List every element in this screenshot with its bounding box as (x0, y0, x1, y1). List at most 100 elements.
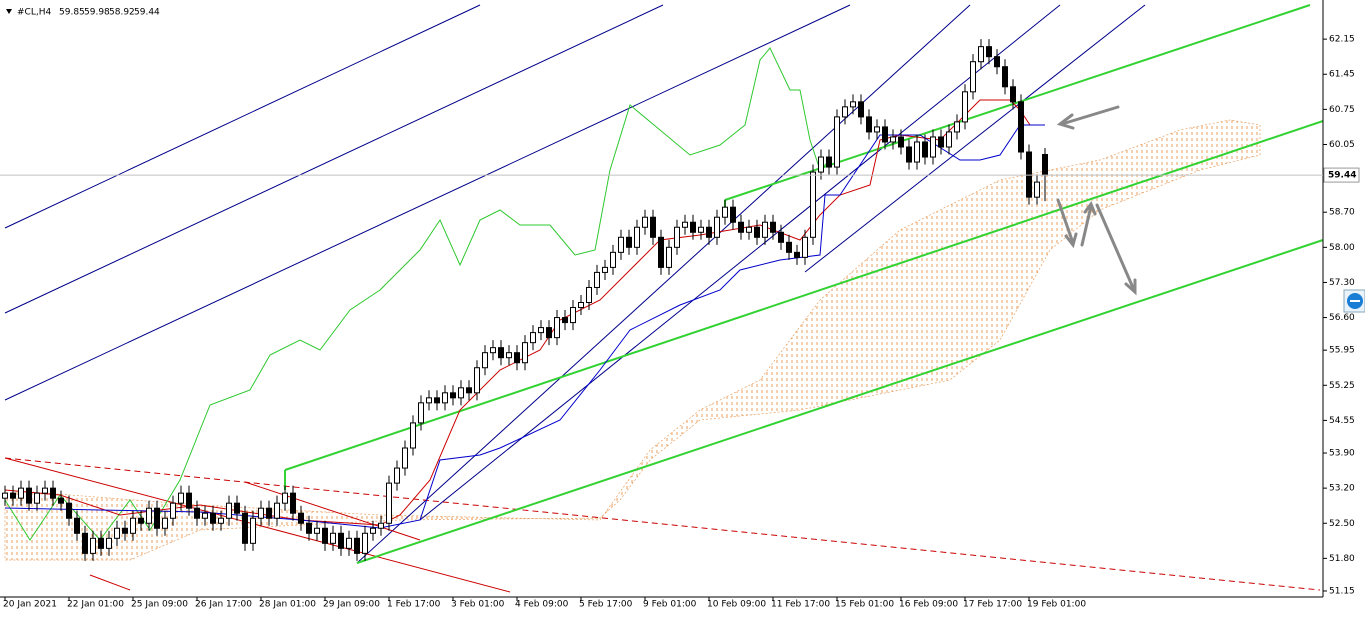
x-tick-label: 9 Feb 01:00 (643, 600, 697, 610)
candle-body (234, 502, 240, 514)
candle-body (1042, 154, 1048, 176)
x-tick-label: 4 Feb 09:00 (515, 600, 569, 610)
y-tick-label: 55.95 (1329, 346, 1355, 356)
candle-body (802, 236, 808, 258)
candle-body (210, 512, 216, 524)
x-tick-label: 10 Feb 09:00 (707, 600, 766, 610)
candle-body (826, 156, 832, 168)
candle-body (466, 387, 472, 394)
candle-body (978, 46, 984, 63)
candle-body (10, 492, 16, 499)
ohlc-open: 59.85 (59, 8, 85, 18)
candle-body (842, 106, 848, 118)
x-tick-label: 15 Feb 01:00 (835, 600, 894, 610)
candle-body (482, 352, 488, 369)
candle-body (642, 216, 648, 228)
candle-body (82, 532, 88, 554)
candle-body (770, 221, 776, 233)
candle-body (50, 487, 56, 499)
candle-body (906, 146, 912, 163)
candle-body (114, 527, 120, 539)
candle-body (594, 271, 600, 288)
candle-body (266, 507, 272, 519)
candle-body (546, 327, 552, 339)
y-tick-label: 54.55 (1329, 416, 1355, 426)
candle-body (378, 522, 384, 529)
candle-body (290, 492, 296, 514)
candle-body (122, 527, 128, 534)
price-box (1323, 167, 1360, 183)
candle-body (882, 126, 888, 143)
ohlc-close: 59.44 (134, 8, 160, 18)
candle-body (42, 487, 48, 494)
y-tick-label: 53.90 (1329, 449, 1355, 459)
candle-body (90, 537, 96, 554)
y-tick-label: 61.45 (1329, 70, 1355, 80)
x-tick-label: 5 Feb 17:00 (579, 600, 633, 610)
y-tick-label: 53.20 (1329, 484, 1355, 494)
y-tick-label: 60.05 (1329, 140, 1355, 150)
candle-body (938, 136, 944, 148)
candle-body (34, 492, 40, 504)
candle-body (242, 512, 248, 544)
candle-body (890, 136, 896, 143)
candle-body (930, 136, 936, 158)
candle-body (58, 497, 64, 504)
candle-body (682, 221, 688, 228)
x-tick-label: 11 Feb 17:00 (771, 600, 830, 610)
ohlc-low: 58.92 (109, 8, 135, 18)
candle-body (154, 507, 160, 529)
y-tick-label: 58.00 (1329, 243, 1355, 253)
candle-body (714, 216, 720, 238)
candle-body (650, 216, 656, 238)
candle-body (178, 492, 184, 504)
candle-body (810, 171, 816, 238)
y-tick-label: 52.50 (1329, 519, 1355, 529)
candle-body (370, 527, 376, 534)
candle-body (274, 502, 280, 519)
candle-body (538, 327, 544, 334)
menu-arrow[interactable] (6, 9, 12, 14)
y-tick-label: 62.15 (1329, 35, 1355, 45)
y-tick-label: 55.25 (1329, 381, 1355, 391)
candle-body (674, 226, 680, 248)
x-tick-label: 28 Jan 01:00 (259, 600, 316, 610)
candle-body (426, 397, 432, 404)
candle-body (362, 532, 368, 554)
candle-body (418, 402, 424, 424)
candle-body (730, 206, 736, 223)
candle-body (106, 537, 112, 549)
candle-body (762, 221, 768, 238)
candle-body (738, 221, 744, 233)
candle-body (26, 487, 32, 504)
candle-body (250, 517, 256, 544)
candle-body (394, 467, 400, 484)
candle-body (226, 502, 232, 519)
candle-body (458, 387, 464, 399)
candle-body (138, 517, 144, 524)
candle-body (962, 91, 968, 123)
candle-body (578, 302, 584, 309)
x-tick-label: 16 Feb 09:00 (899, 600, 958, 610)
y-tick-label: 51.15 (1329, 586, 1355, 596)
candle-body (690, 221, 696, 233)
candle-body (922, 141, 928, 158)
side-button[interactable] (1343, 289, 1365, 313)
candle-body (706, 226, 712, 238)
candle-body (874, 126, 880, 133)
candle-body (834, 116, 840, 168)
candle-body (754, 226, 760, 238)
candle-body (1026, 151, 1032, 198)
candle-body (2, 492, 8, 499)
candle-body (202, 512, 208, 519)
candle-body (346, 537, 352, 549)
ohlc-high: 59.98 (84, 8, 110, 18)
candle-body (442, 392, 448, 404)
symbol: #CL,H4 (17, 8, 51, 18)
candle-body (298, 512, 304, 524)
candle-body (322, 527, 328, 544)
candle-body (618, 236, 624, 253)
candle-body (898, 136, 904, 148)
candle-body (722, 206, 728, 218)
